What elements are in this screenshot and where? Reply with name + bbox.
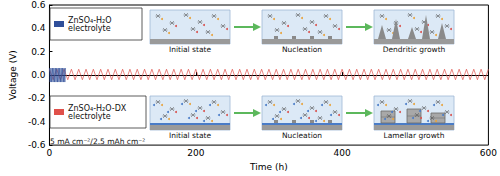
svg-text:400: 400 — [334, 148, 351, 158]
svg-text:Lamellar growth: Lamellar growth — [383, 131, 444, 140]
svg-text:0: 0 — [47, 148, 53, 158]
svg-text:5 mA cm⁻²/2.5 mAh cm⁻²: 5 mA cm⁻²/2.5 mAh cm⁻² — [50, 137, 145, 146]
svg-text:200: 200 — [187, 148, 204, 158]
svg-text:Initial state: Initial state — [169, 131, 212, 140]
svg-text:ZnSO₄-H₂O-DX: ZnSO₄-H₂O-DX — [68, 103, 129, 113]
svg-text:electrolyte: electrolyte — [68, 24, 111, 33]
svg-text:Dendritic growth: Dendritic growth — [383, 45, 446, 54]
svg-text:-0.2: -0.2 — [28, 93, 46, 103]
svg-text:Initial state: Initial state — [169, 45, 212, 54]
svg-text:0.4: 0.4 — [31, 23, 46, 33]
svg-text:Nucleation: Nucleation — [282, 45, 322, 54]
svg-text:0.0: 0.0 — [31, 70, 46, 80]
svg-text:ZnSO₄-H₂O: ZnSO₄-H₂O — [68, 15, 115, 25]
svg-text:electrolyte: electrolyte — [68, 112, 111, 121]
svg-text:Nucleation: Nucleation — [282, 131, 322, 140]
svg-text:Voltage (V): Voltage (V) — [8, 50, 18, 100]
svg-text:-0.6: -0.6 — [28, 140, 46, 150]
svg-text:600: 600 — [480, 148, 497, 158]
svg-text:0.2: 0.2 — [31, 47, 45, 57]
svg-text:0.6: 0.6 — [31, 0, 46, 10]
svg-text:-0.4: -0.4 — [28, 117, 46, 127]
svg-text:Time (h): Time (h) — [249, 162, 288, 172]
